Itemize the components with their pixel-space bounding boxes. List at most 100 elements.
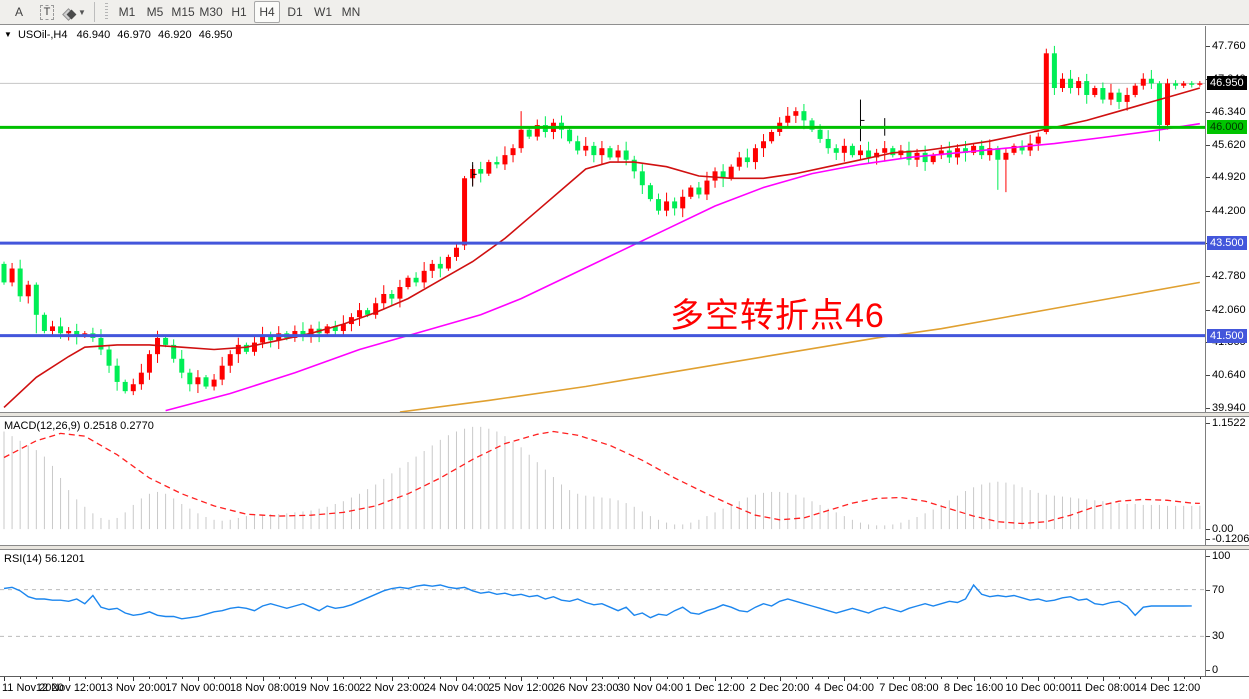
macd-signal-line: [3, 430, 1200, 525]
time-major-tick: [327, 677, 329, 681]
time-minor-tick: [504, 677, 506, 679]
time-axis-label: 19 Nov 16:00: [294, 682, 360, 694]
chart-text-annotation[interactable]: 多空转折点46: [670, 297, 885, 335]
time-major-tick: [133, 677, 135, 681]
price-badge: 46.950: [1207, 76, 1247, 91]
panel-splitter[interactable]: [0, 545, 1249, 550]
time-minor-tick: [246, 677, 248, 679]
time-minor-tick: [52, 677, 54, 679]
price-tick-label: 42.060: [1206, 303, 1246, 316]
chevron-down-icon: ▼: [78, 7, 86, 17]
time-minor-tick: [747, 677, 749, 679]
panel-splitter[interactable]: [0, 412, 1249, 417]
time-major-tick: [68, 677, 70, 681]
time-minor-tick: [488, 677, 490, 679]
timeframe-button-m15[interactable]: M15: [171, 5, 195, 19]
time-axis-label: 24 Nov 04:00: [423, 682, 490, 694]
macd-label: MACD(12,26,9) 0.2518 0.2770: [4, 420, 154, 432]
time-minor-tick: [149, 677, 151, 679]
time-major-tick: [650, 677, 652, 681]
time-axis-label: 10 Dec 00:00: [1005, 682, 1071, 694]
time-minor-tick: [941, 677, 943, 679]
time-minor-tick: [828, 677, 830, 679]
time-axis-label: 11 Dec 08:00: [1070, 682, 1136, 694]
toolbar-separator: [94, 2, 95, 22]
time-major-tick: [1167, 677, 1169, 681]
time-minor-tick: [100, 677, 102, 679]
arrows-tool-button[interactable]: ▼: [62, 1, 88, 23]
time-axis-label: 22 Nov 23:00: [359, 682, 425, 694]
price-chart-canvas[interactable]: [0, 26, 1205, 412]
rsi-tick-label: 30: [1205, 630, 1225, 643]
time-minor-tick: [424, 677, 426, 679]
time-minor-tick: [666, 677, 668, 679]
text-label-button[interactable]: T: [34, 1, 60, 23]
rsi-line: [3, 583, 1192, 620]
time-axis-label: 13 Nov 20:00: [100, 682, 166, 694]
quote-low: 46.920: [158, 29, 192, 41]
time-minor-tick: [601, 677, 603, 679]
quote-open: 46.940: [76, 29, 111, 41]
rsi-label: RSI(14) 56.1201: [4, 553, 85, 565]
time-axis[interactable]: 11 Nov 2020 12 Nov 12:00 13 Nov 20:00 17 No…: [0, 676, 1249, 699]
timeframe-button-d1[interactable]: D1: [287, 5, 303, 19]
time-minor-tick: [343, 677, 345, 679]
ma-fast-red-line: [3, 87, 1201, 408]
time-major-tick: [1038, 677, 1040, 681]
price-badge: 46.000: [1207, 120, 1247, 135]
time-minor-tick: [440, 677, 442, 679]
time-minor-tick: [311, 677, 313, 679]
time-major-tick: [1102, 677, 1104, 681]
time-minor-tick: [1183, 677, 1185, 679]
timeframe-button-m1[interactable]: M1: [118, 5, 136, 19]
timeframe-button-m5[interactable]: M5: [146, 5, 164, 19]
time-minor-tick: [20, 677, 22, 679]
time-minor-tick: [1070, 677, 1072, 679]
candlesticks: [1, 45, 1203, 396]
macd-scale[interactable]: 1.1522 0.00 -0.1206: [1205, 417, 1249, 545]
timeframe-button-h1[interactable]: H1: [231, 5, 247, 19]
price-tick-label: 46.340: [1206, 105, 1246, 118]
price-chart-panel: ▼ USOil-,H4 46.940 46.970 46.920 46.950 …: [0, 26, 1249, 414]
time-major-tick: [4, 677, 5, 681]
price-scale[interactable]: 47.76047.04046.34045.62044.92044.20043.5…: [1205, 26, 1249, 414]
time-minor-tick: [230, 677, 232, 679]
time-minor-tick: [117, 677, 119, 679]
time-minor-tick: [763, 677, 765, 679]
timeframe-button-mn[interactable]: MN: [341, 5, 361, 19]
text-box-icon: T: [39, 4, 55, 20]
time-minor-tick: [165, 677, 167, 679]
time-axis-label: 7 Dec 08:00: [879, 682, 939, 694]
toolbar-grip[interactable]: [105, 3, 108, 21]
time-axis-label: 4 Dec 04:00: [814, 682, 874, 694]
time-minor-tick: [731, 677, 733, 679]
timeframe-button-w1[interactable]: W1: [314, 5, 332, 19]
time-minor-tick: [375, 677, 377, 679]
macd-canvas[interactable]: [0, 417, 1205, 545]
symbol-dropdown-icon[interactable]: ▼: [4, 30, 12, 39]
rsi-canvas[interactable]: [0, 550, 1205, 676]
annotate-text-button[interactable]: A: [6, 1, 32, 23]
macd-tick-label: 1.1522: [1206, 417, 1246, 429]
price-tick-label: 44.920: [1206, 171, 1246, 184]
quote-high: 46.970: [117, 29, 151, 41]
time-major-tick: [844, 677, 846, 681]
time-major-tick: [391, 677, 393, 681]
time-major-tick: [585, 677, 587, 681]
timeframe-button-group: M1 M5 M15 M30 H1 H4 D1 W1 MN: [114, 1, 364, 23]
timeframe-button-m30[interactable]: M30: [199, 5, 223, 19]
macd-tick-label: 0.00: [1205, 523, 1234, 536]
rsi-scale[interactable]: 100 70 30 0: [1205, 550, 1249, 676]
time-minor-tick: [698, 677, 700, 679]
annotate-text-label: A: [14, 5, 23, 19]
time-minor-tick: [1199, 677, 1201, 679]
time-minor-tick: [1022, 677, 1024, 679]
time-minor-tick: [812, 677, 813, 679]
price-tick-label: 45.620: [1206, 138, 1246, 151]
time-axis-label: 2 Dec 20:00: [750, 682, 810, 694]
time-major-tick: [779, 677, 781, 681]
timeframe-button-h4[interactable]: H4: [254, 1, 280, 23]
time-minor-tick: [214, 677, 216, 679]
rsi-tick-label: 100: [1205, 550, 1231, 562]
